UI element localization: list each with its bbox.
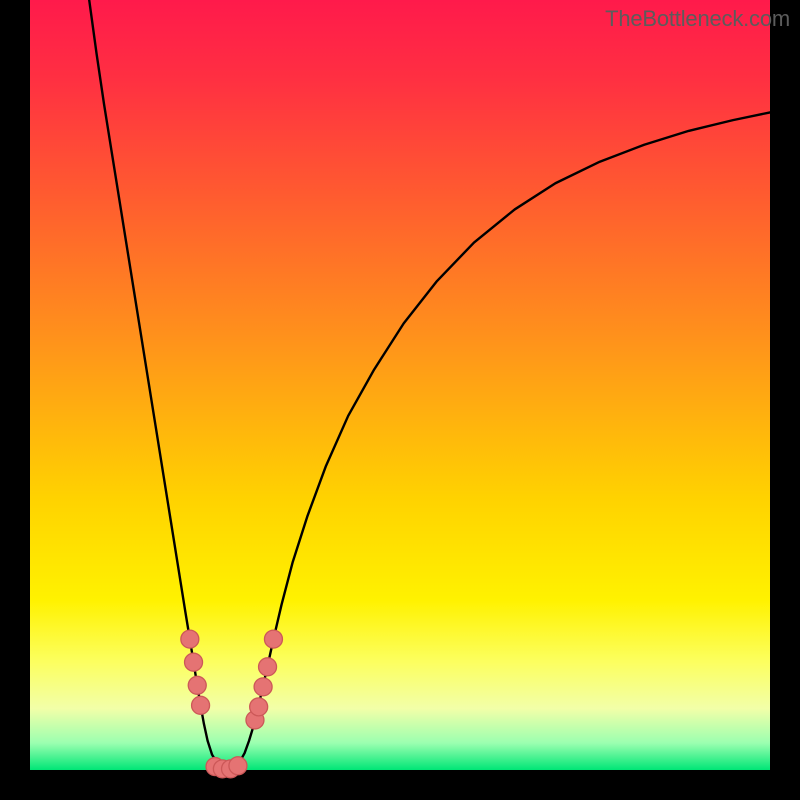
marker-point [264, 630, 282, 648]
marker-point [250, 698, 268, 716]
border-right [770, 0, 800, 800]
marker-point [254, 678, 272, 696]
marker-point [192, 696, 210, 714]
border-bottom [0, 770, 800, 800]
marker-point [188, 676, 206, 694]
chart-background [30, 0, 770, 770]
marker-point [181, 630, 199, 648]
marker-point [229, 757, 247, 775]
chart-svg [0, 0, 800, 800]
watermark-text: TheBottleneck.com [605, 6, 790, 32]
marker-point [185, 653, 203, 671]
bottleneck-chart: TheBottleneck.com [0, 0, 800, 800]
marker-point [259, 658, 277, 676]
border-left [0, 0, 30, 800]
